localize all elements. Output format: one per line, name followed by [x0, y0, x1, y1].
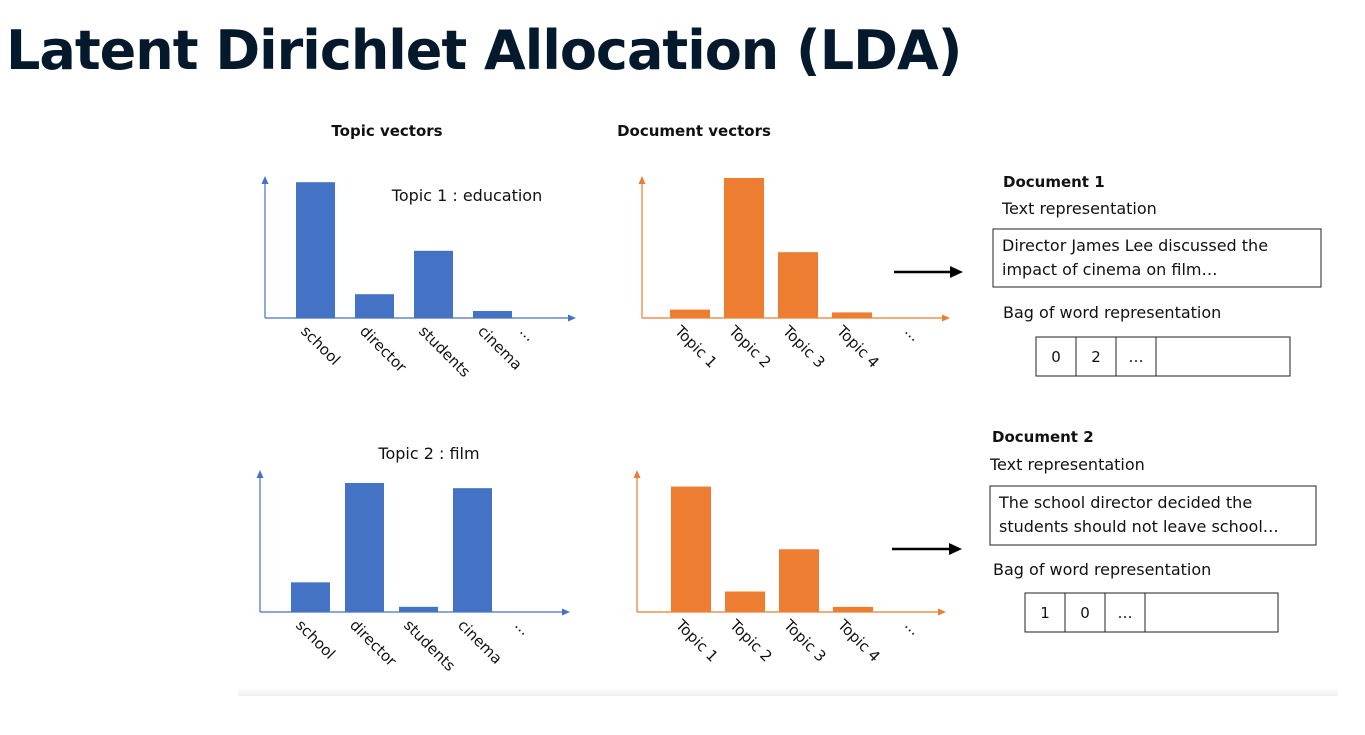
bar — [399, 606, 438, 612]
document-2-text-line: students should not leave school… — [999, 517, 1279, 536]
bar — [291, 582, 330, 612]
document-2-bow-table: 1 0 … — [1024, 592, 1279, 633]
bar — [778, 252, 818, 318]
chart-title: Topic 1 : education — [391, 186, 542, 205]
document-1-text-line: impact of cinema on film… — [1002, 260, 1217, 279]
bow-cell-value: 0 — [1051, 348, 1061, 366]
topic-vectors-header: Topic vectors — [331, 122, 442, 140]
bow-cell — [1155, 336, 1291, 377]
tick-label: cinema — [474, 322, 526, 374]
bar — [724, 178, 764, 318]
x-axis-arrowhead — [568, 314, 576, 322]
bar — [355, 294, 394, 318]
document-2-bow-label: Bag of word representation — [993, 560, 1211, 579]
bar — [296, 182, 335, 318]
tick-label: students — [415, 322, 474, 381]
bar — [414, 250, 453, 318]
topic-1-chart: Topic 1 : education school director student… — [261, 176, 576, 381]
chart-title: Topic 2 : film — [377, 444, 479, 463]
bow-cell — [1024, 592, 1066, 633]
bow-cell-value: … — [1129, 348, 1144, 366]
bow-cell — [1104, 592, 1146, 633]
document-1-text-line: Director James Lee discussed the — [1002, 236, 1268, 255]
document-1-text-box — [992, 228, 1322, 288]
bar — [453, 488, 492, 612]
tick-label: ... — [901, 616, 924, 639]
tick-label: ... — [516, 322, 539, 345]
document-1-bow-table: 0 2 … — [1035, 336, 1291, 377]
bow-cell — [1115, 336, 1157, 377]
bar — [833, 606, 873, 612]
tick-label: Topic 2 — [725, 615, 775, 665]
y-axis-arrowhead — [633, 470, 641, 478]
tick-label: school — [297, 322, 344, 369]
bow-cell-value: 0 — [1080, 604, 1090, 622]
bar — [473, 311, 512, 318]
topic-2-chart: Topic 2 : film school director studentscine… — [256, 444, 570, 675]
document-2-text-label: Text representation — [989, 455, 1145, 474]
tick-label: Topic 4 — [832, 321, 882, 371]
document-1-panel: Document 1 Text representation Director … — [992, 173, 1322, 377]
tick-label: director — [346, 616, 400, 670]
bar — [832, 312, 872, 318]
y-axis-arrowhead — [256, 470, 264, 478]
tick-label: Topic 4 — [833, 615, 883, 665]
bar — [670, 309, 710, 318]
tick-label: Topic 2 — [724, 321, 774, 371]
tick-label: Topic 1 — [670, 321, 720, 371]
bar — [345, 483, 384, 612]
tick-label: director — [356, 322, 410, 376]
bar — [779, 549, 819, 612]
bar — [725, 591, 765, 612]
tick-label: Topic 3 — [779, 615, 829, 665]
y-axis-arrowhead — [261, 176, 269, 184]
page-title: Latent Dirichlet Allocation (LDA) — [6, 19, 962, 82]
document-1-heading: Document 1 — [1003, 173, 1105, 191]
bow-cell-value: 1 — [1040, 604, 1050, 622]
tick-label: school — [292, 616, 339, 663]
document-2-panel: Document 2 Text representation The schoo… — [989, 428, 1317, 633]
document-2-heading: Document 2 — [992, 428, 1094, 446]
tick-label: cinema — [454, 616, 506, 668]
bow-cell-value: … — [1118, 604, 1133, 622]
document-vectors-header: Document vectors — [617, 122, 771, 140]
x-axis-arrowhead — [942, 314, 950, 322]
document-1-arrow — [894, 266, 963, 278]
document-2-arrow — [892, 543, 962, 555]
bow-cell — [1035, 336, 1077, 377]
y-axis-arrowhead — [638, 176, 646, 184]
slide-footer-shadow — [238, 688, 1338, 696]
document-2-chart: Topic 1 Topic 2 Topic 3 Topic 4... — [633, 470, 946, 666]
x-axis-arrowhead — [562, 608, 570, 616]
tick-label: Topic 1 — [671, 615, 721, 665]
document-2-text-box — [989, 485, 1317, 546]
tick-label: Topic 3 — [778, 321, 828, 371]
document-1-chart: Topic 1 Topic 2 Topic 3 Topic 4... — [638, 176, 950, 372]
tick-label: ... — [901, 322, 924, 345]
bar — [671, 486, 711, 612]
document-2-text-line: The school director decided the — [998, 493, 1252, 512]
bow-cell-value: 2 — [1091, 348, 1101, 366]
document-1-bow-label: Bag of word representation — [1003, 303, 1221, 322]
x-axis-arrowhead — [938, 608, 946, 616]
document-1-text-label: Text representation — [1001, 199, 1157, 218]
tick-label: ... — [511, 616, 534, 639]
bow-cell — [1144, 592, 1279, 633]
bow-cell — [1075, 336, 1117, 377]
tick-label: students — [400, 616, 459, 675]
